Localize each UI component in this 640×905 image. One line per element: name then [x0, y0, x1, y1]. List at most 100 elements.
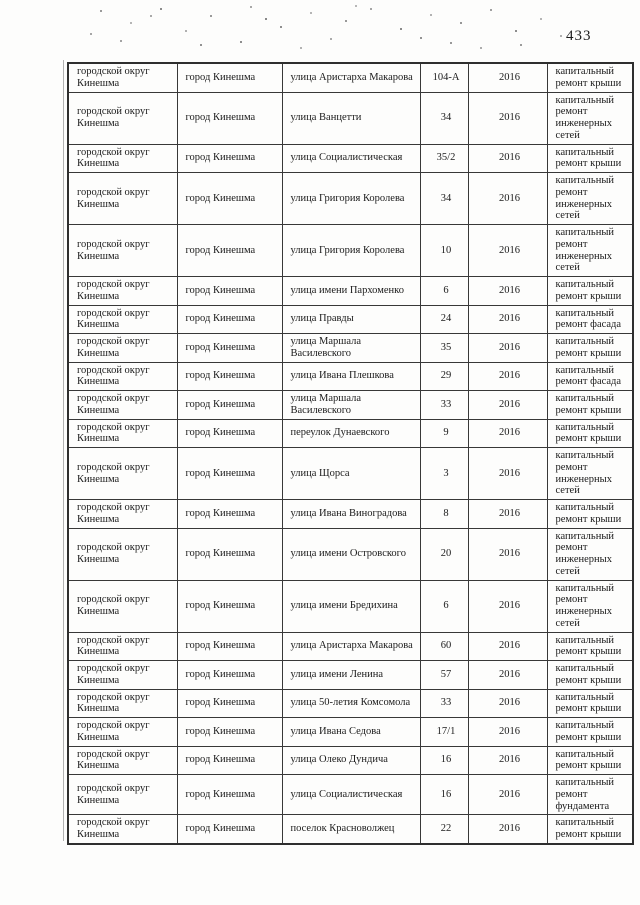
table-row: городской округ Кинешма город Кинешма ул…	[67, 499, 634, 529]
scan-artifact-line	[63, 60, 64, 841]
cell-district: городской округ Кинешма	[67, 745, 178, 775]
cell-house-number: 34	[419, 172, 469, 225]
cell-street: переулок Дунаевского	[281, 418, 421, 448]
cell-year: 2016	[467, 304, 548, 334]
cell-year: 2016	[467, 224, 548, 277]
cell-city: город Кинешма	[176, 660, 283, 690]
cell-district: городской округ Кинешма	[67, 660, 178, 690]
table-row: городской округ Кинешма город Кинешма ул…	[67, 527, 634, 581]
cell-repair-type: капитальный ремонт инженерных сетей	[546, 91, 634, 145]
cell-district: городской округ Кинешма	[67, 224, 178, 277]
cell-district: городской округ Кинешма	[67, 390, 178, 420]
cell-district: городской округ Кинешма	[67, 143, 178, 173]
table-row: городской округ Кинешма город Кинешма ул…	[67, 631, 634, 661]
cell-house-number: 57	[419, 660, 469, 690]
table-row: городской округ Кинешма город Кинешма ул…	[67, 579, 634, 633]
cell-repair-type: капитальный ремонт крыши	[546, 390, 634, 420]
cell-street: улица Социалистическая	[281, 143, 421, 173]
cell-repair-type: капитальный ремонт крыши	[546, 418, 634, 448]
cell-house-number: 16	[419, 745, 469, 775]
cell-house-number: 24	[419, 304, 469, 334]
table-row: городской округ Кинешма город Кинешма пе…	[67, 418, 634, 448]
cell-repair-type: капитальный ремонт фундамента	[546, 773, 634, 816]
table-row: городской округ Кинешма город Кинешма ул…	[67, 143, 634, 173]
cell-repair-type: капитальный ремонт крыши	[546, 631, 634, 661]
table-row: городской округ Кинешма город Кинешма ул…	[67, 688, 634, 718]
capital-repair-table: городской округ Кинешма город Кинешма ул…	[67, 62, 634, 845]
cell-street: улица Аристарха Макарова	[281, 631, 421, 661]
table-row: городской округ Кинешма город Кинешма по…	[67, 814, 634, 845]
cell-house-number: 35	[419, 333, 469, 363]
cell-city: город Кинешма	[176, 224, 283, 277]
cell-city: город Кинешма	[176, 390, 283, 420]
cell-district: городской округ Кинешма	[67, 631, 178, 661]
cell-city: город Кинешма	[176, 447, 283, 500]
table-row: городской округ Кинешма город Кинешма ул…	[67, 333, 634, 363]
cell-district: городской округ Кинешма	[67, 717, 178, 747]
cell-year: 2016	[467, 276, 548, 306]
cell-house-number: 6	[419, 276, 469, 306]
cell-year: 2016	[467, 447, 548, 500]
cell-house-number: 29	[419, 361, 469, 391]
table-row: городской округ Кинешма город Кинешма ул…	[67, 717, 634, 747]
cell-repair-type: капитальный ремонт крыши	[546, 688, 634, 718]
cell-house-number: 10	[419, 224, 469, 277]
cell-repair-type: капитальный ремонт крыши	[546, 62, 634, 93]
cell-house-number: 3	[419, 447, 469, 500]
cell-house-number: 8	[419, 499, 469, 529]
cell-year: 2016	[467, 773, 548, 816]
cell-city: город Кинешма	[176, 814, 283, 845]
cell-district: городской округ Кинешма	[67, 499, 178, 529]
cell-year: 2016	[467, 62, 548, 93]
cell-city: город Кинешма	[176, 62, 283, 93]
table-row: городской округ Кинешма город Кинешма ул…	[67, 91, 634, 145]
cell-year: 2016	[467, 660, 548, 690]
cell-city: город Кинешма	[176, 527, 283, 581]
cell-district: городской округ Кинешма	[67, 688, 178, 718]
cell-district: городской округ Кинешма	[67, 333, 178, 363]
cell-year: 2016	[467, 745, 548, 775]
cell-district: городской округ Кинешма	[67, 304, 178, 334]
cell-house-number: 60	[419, 631, 469, 661]
cell-city: город Кинешма	[176, 361, 283, 391]
cell-street: улица Олеко Дундича	[281, 745, 421, 775]
cell-repair-type: капитальный ремонт крыши	[546, 276, 634, 306]
table-row: городской округ Кинешма город Кинешма ул…	[67, 304, 634, 334]
cell-house-number: 16	[419, 773, 469, 816]
page-number: 433	[566, 28, 592, 44]
cell-house-number: 22	[419, 814, 469, 845]
cell-street: улица Щорса	[281, 447, 421, 500]
cell-city: город Кинешма	[176, 91, 283, 145]
cell-house-number: 9	[419, 418, 469, 448]
cell-year: 2016	[467, 499, 548, 529]
cell-house-number: 6	[419, 579, 469, 633]
cell-year: 2016	[467, 91, 548, 145]
cell-repair-type: капитальный ремонт инженерных сетей	[546, 579, 634, 633]
cell-district: городской округ Кинешма	[67, 62, 178, 93]
cell-repair-type: капитальный ремонт крыши	[546, 143, 634, 173]
cell-street: улица Ивана Седова	[281, 717, 421, 747]
cell-year: 2016	[467, 631, 548, 661]
cell-house-number: 104-А	[419, 62, 469, 93]
cell-house-number: 20	[419, 527, 469, 581]
cell-city: город Кинешма	[176, 688, 283, 718]
cell-street: улица Правды	[281, 304, 421, 334]
cell-year: 2016	[467, 579, 548, 633]
cell-year: 2016	[467, 814, 548, 845]
table-row: городской округ Кинешма город Кинешма ул…	[67, 276, 634, 306]
cell-repair-type: капитальный ремонт крыши	[546, 745, 634, 775]
cell-street: улица имени Пархоменко	[281, 276, 421, 306]
cell-repair-type: капитальный ремонт крыши	[546, 814, 634, 845]
cell-street: улица Григория Королева	[281, 224, 421, 277]
table-body: городской округ Кинешма город Кинешма ул…	[67, 62, 634, 845]
cell-year: 2016	[467, 717, 548, 747]
table-row: городской округ Кинешма город Кинешма ул…	[67, 773, 634, 816]
cell-year: 2016	[467, 143, 548, 173]
table-row: городской округ Кинешма город Кинешма ул…	[67, 224, 634, 277]
cell-year: 2016	[467, 361, 548, 391]
cell-district: городской округ Кинешма	[67, 814, 178, 845]
cell-city: город Кинешма	[176, 333, 283, 363]
scan-noise-speckles	[0, 0, 2, 2]
cell-city: город Кинешма	[176, 143, 283, 173]
